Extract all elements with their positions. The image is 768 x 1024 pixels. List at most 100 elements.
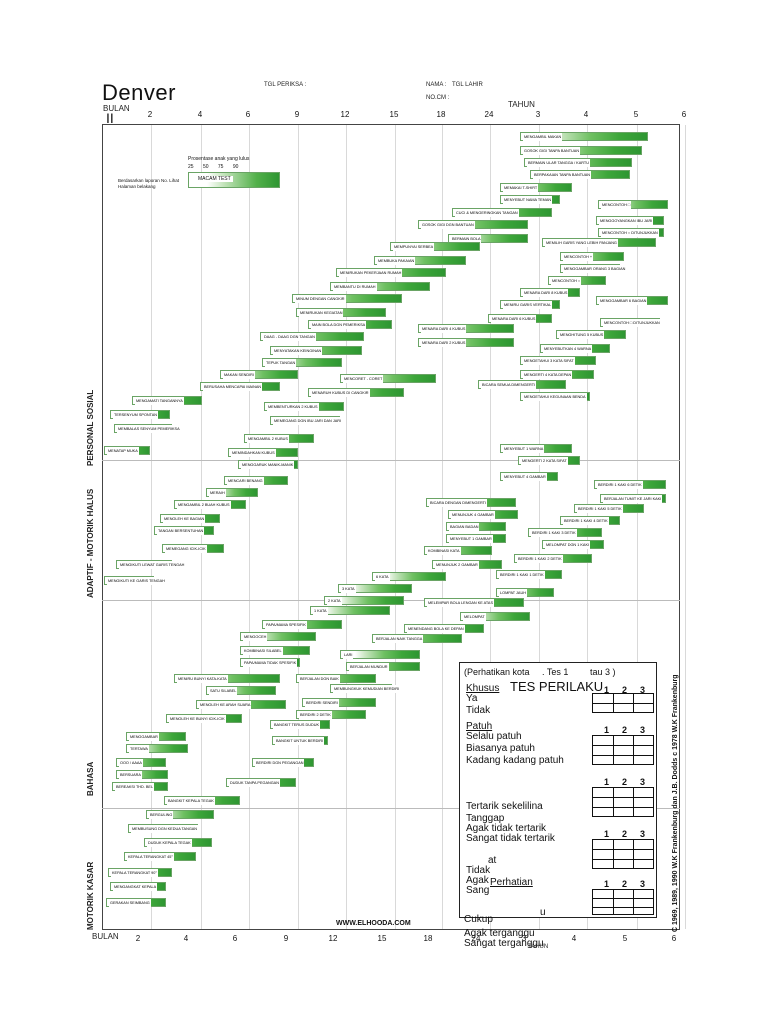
milestone-bar: MENENDANG BOLA KE DEPAN	[404, 624, 484, 633]
milestone-bar: MENGGARUK MANIK-MANIK	[238, 460, 298, 469]
milestone-label: 2 KATA	[327, 597, 342, 605]
milestone-bar: KEPALA TERANGKAT 90°	[108, 868, 172, 877]
milestone-label: MENYATAKAN KEINGINAN	[273, 347, 323, 355]
age-tick-label: 6	[245, 110, 251, 119]
perhatian-grid-1[interactable]	[592, 839, 654, 869]
milestone-label: MENENDANG BOLA KE DEPAN	[407, 625, 465, 633]
age-tick-label: 6	[232, 934, 238, 943]
milestone-label: PAPA/MAMA SPESIFIK	[265, 621, 307, 629]
milestone-bar: MEMBANTU DI RUMAH	[330, 282, 430, 291]
option-ya: Ya	[466, 693, 478, 704]
milestone-bar: KOMBINASI KATA	[424, 546, 492, 555]
milestone-label: BERJALAN DGN BAIK	[299, 675, 340, 683]
option-agak-terganggu: Agak terganggu	[464, 928, 535, 939]
milestone-bar: BANGKIT UNTUK BERDIRI	[272, 736, 328, 745]
age-tick-label: 4	[571, 934, 577, 943]
milestone-label: BERDIRI 1 KAKI 6 DETIK	[597, 481, 643, 489]
age-tick-label: 6	[671, 934, 677, 943]
milestone-label: MENGHITUNG 5 KUBUS	[559, 331, 605, 339]
bottom-years-label: TAHUN	[528, 944, 549, 950]
milestone-bar: MENGAMATI TANGANNYA	[132, 396, 202, 405]
milestone-bar: MENARUH KUBUS DI CANGKIR	[308, 388, 404, 397]
milestone-label: MEMBUKA PAKAIAN	[377, 257, 416, 265]
milestone-bar: MEMBUNGKUK KEMUDIAN BERDIRI	[330, 684, 401, 693]
years-label: TAHUN	[508, 100, 535, 109]
col-3: 3	[640, 829, 646, 839]
milestone-label: BERDIRI 1 KAKI 3 DETIK	[531, 529, 577, 537]
age-tick-label: 9	[294, 110, 300, 119]
milestone-label: GOSOK GIGI TANPA BANTUAN	[523, 147, 581, 155]
milestone-bar: BERDIRI 1 KAKI 3 DETIK	[528, 528, 602, 537]
milestone-label: MERAIH	[209, 489, 226, 497]
milestone-bar: MENCARI BENANG	[224, 476, 288, 485]
milestone-label: BERMAIN BOLA	[451, 235, 482, 243]
patuh-heading: Patuh	[466, 721, 493, 732]
milestone-bar: BERGULING	[146, 810, 214, 819]
box-title: TES PERILAKU	[510, 679, 604, 694]
perhatian-grid-2[interactable]	[592, 889, 654, 915]
legend-percentages: 25 50 75 90	[188, 164, 239, 170]
milestone-bar: MENGGAMBAR 6 BAGIAN	[596, 296, 668, 305]
khusus-grid[interactable]	[592, 693, 654, 713]
milestone-label: MEMINDAHKAN KUBUS	[231, 449, 276, 457]
age-tick-label: 2	[147, 110, 153, 119]
option-tanggap: Tanggap	[466, 813, 505, 824]
milestone-bar: MENARA DARI 2 KUBUS	[418, 338, 514, 347]
milestone-label: MENYEBUT 4 GAMBAR	[503, 473, 547, 481]
milestone-bar: MERAIH	[206, 488, 258, 497]
milestone-label: MAIN BOLA DGN PEMERIKSA	[311, 321, 367, 329]
milestone-label: 6 KATA	[375, 573, 390, 581]
form-subtitle: II	[106, 110, 114, 126]
milestone-label: MENGAMBIL 2 BUAH KUBUS	[177, 501, 231, 509]
form-title: Denver	[102, 80, 176, 105]
milestone-bar: BERDIRI 1 KAKI 5 DETIK	[574, 504, 644, 513]
milestone-label: MENGETAHUI KEGUNAAN BENDA	[523, 393, 587, 401]
milestone-label: MENATAP MUKA	[107, 447, 139, 455]
milestone-label: MENGGARUK MANIK-MANIK	[241, 461, 295, 469]
milestone-bar: KEPALA TERANGKAT 45°	[124, 852, 196, 861]
milestone-label: MENIRUKAN PEKERJAAN RUMAH	[339, 269, 403, 277]
milestone-bar: BERDIRI 2 DETIK	[296, 710, 366, 719]
milestone-bar: MENARA DARI 6 KUBUS	[488, 314, 552, 323]
milestone-label: MENUNJUK 2 GAMBAR	[435, 561, 479, 569]
milestone-label: BERDIRI 1 KAKI 5 DETIK	[577, 505, 623, 513]
milestone-bar: BERJALAN NAIK TANGGA	[372, 634, 462, 643]
record-number-label: NO.CM :	[426, 95, 450, 101]
age-gridline	[346, 125, 347, 929]
patuh-grid[interactable]	[592, 735, 654, 765]
milestone-label: OOO / AAAA	[119, 759, 143, 767]
milestone-label: BERSUARA	[119, 771, 142, 779]
milestone-label: MENARA DARI 4 KUBUS	[421, 325, 467, 333]
col-3: 3	[640, 879, 646, 889]
milestone-label: MINUM DENGAN CANGKIR	[295, 295, 346, 303]
milestone-label: TANGAN BERSENTUHAN	[157, 527, 205, 535]
age-gridline	[298, 125, 299, 929]
age-gridline	[539, 125, 540, 929]
stray-u: u	[540, 907, 546, 918]
milestone-bar: LOMPAT JAUH	[496, 588, 554, 597]
milestone-label: MENARUH KUBUS DI CANGKIR	[311, 389, 370, 397]
milestone-bar: TANGAN BERSENTUHAN	[154, 526, 214, 535]
age-tick-label: 5	[622, 934, 628, 943]
age-tick-label: 15	[389, 110, 399, 119]
milestone-bar: MELOMPAT DGN 1 KAKI	[542, 540, 604, 549]
col-1: 1	[604, 879, 610, 889]
milestone-label: PAPA/MAMA TIDAK SPESIFIK	[243, 659, 298, 667]
milestone-bar: DUDUK KEPALA TEGAK	[144, 838, 212, 847]
milestone-bar: SATU SILABEL	[206, 686, 276, 695]
age-gridline	[685, 125, 686, 929]
milestone-label: MENGAMATI TANGANNYA	[135, 397, 184, 405]
milestone-label: MENYEBUT NAMA TEMAN	[503, 196, 553, 204]
milestone-label: KEPALA TERANGKAT 45°	[127, 853, 174, 861]
milestone-bar: MENGAMBIL 2 BUAH KUBUS	[174, 500, 246, 509]
milestone-bar: MENGOCEH	[240, 632, 316, 641]
tertarik-grid[interactable]	[592, 787, 654, 817]
option-biasanya-patuh: Biasanya patuh	[466, 743, 535, 754]
birthdate-label: TGL LAHIR	[452, 82, 483, 88]
milestone-bar: KOMBINASI SILABEL	[240, 646, 310, 655]
milestone-label: MENOLEH KE BAGIAN	[163, 515, 206, 523]
milestone-label: BERMAIN ULAR TANGGA / KARTU	[527, 159, 590, 167]
milestone-bar: GOSOK GIGI DGN BANTUAN	[418, 220, 528, 229]
box-test-label: . Tes 1	[542, 667, 569, 677]
milestone-bar: MENGIKUTI LEWAT GARIS TENGAH	[116, 560, 186, 569]
